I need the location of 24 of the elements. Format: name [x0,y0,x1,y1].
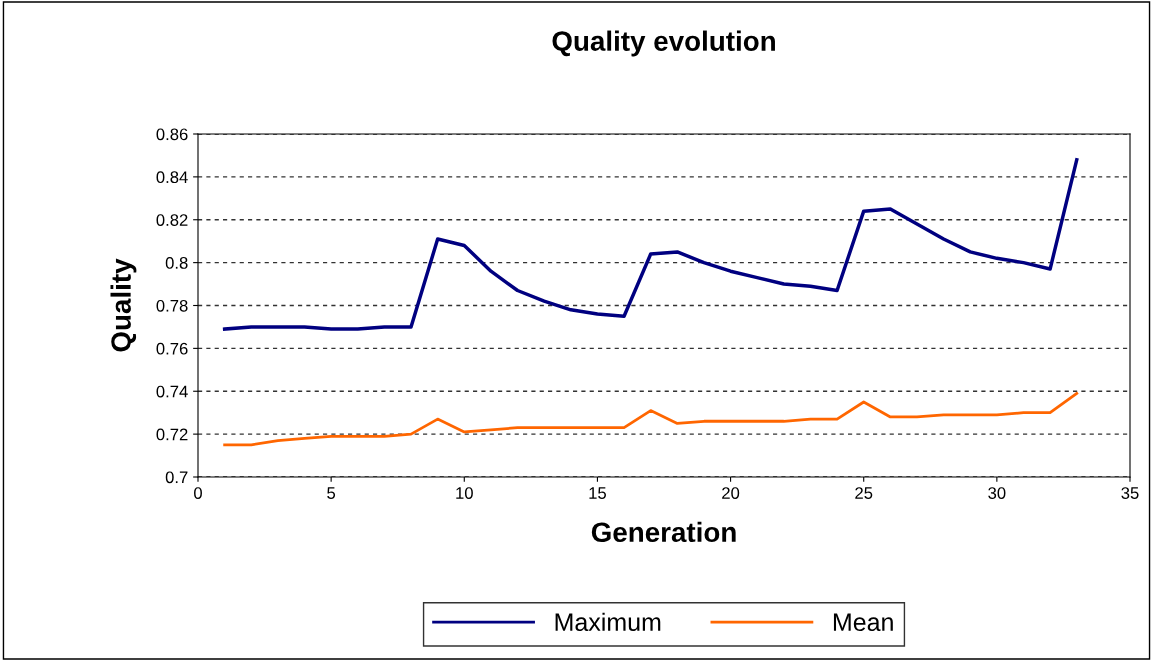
y-tick-label: 0.86 [156,128,188,141]
y-tick-label: 0.72 [156,428,188,441]
y-tick-label: 0.76 [156,342,188,355]
x-tick-label: 10 [456,487,473,499]
y-tick-label: 0.7 [165,471,188,484]
y-axis-title: Quality [110,258,137,352]
x-tick-label: 35 [1121,487,1139,499]
x-axis-title: Generation [591,521,736,543]
x-tick-label: 20 [722,487,740,499]
x-tick-label: 25 [855,487,873,499]
y-tick-label: 0.8 [165,257,188,269]
x-tick-label: 15 [589,487,606,499]
legend-label: Maximum [555,612,661,632]
legend-label: Mean [833,613,893,632]
y-tick-label: 0.82 [156,214,188,226]
x-tick-label: 5 [327,487,336,499]
x-tick-label: 30 [988,487,1006,499]
x-tick-label: 0 [194,487,202,499]
y-tick-label: 0.74 [156,385,188,398]
chart-title: Quality evolution [552,30,775,57]
y-tick-label: 0.78 [156,299,188,312]
line-series [223,392,1079,447]
line-series [222,157,1079,331]
y-tick-label: 0.84 [156,171,188,184]
